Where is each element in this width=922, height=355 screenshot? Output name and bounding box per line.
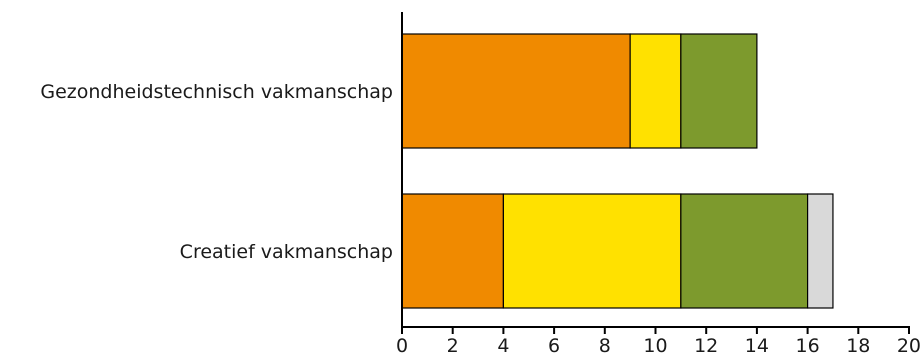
category-labels: Gezondheidstechnisch vakmanschap Creatief… bbox=[40, 81, 393, 263]
x-tick-label-7: 14 bbox=[745, 335, 769, 355]
x-tick-label-9: 18 bbox=[846, 335, 870, 355]
x-tick-label-1: 2 bbox=[447, 335, 459, 355]
bar-segment-2-4 bbox=[806, 193, 834, 309]
bar-segment-1-3 bbox=[680, 33, 758, 149]
x-tick-label-5: 10 bbox=[643, 335, 667, 355]
bar-segment-1-1 bbox=[401, 33, 631, 149]
bar-segment-2-3 bbox=[680, 193, 809, 309]
x-tick-label-10: 20 bbox=[897, 335, 921, 355]
x-tick-label-8: 16 bbox=[796, 335, 820, 355]
x-tick-label-4: 8 bbox=[599, 335, 611, 355]
x-tick-label-6: 12 bbox=[694, 335, 718, 355]
bars-layer bbox=[401, 33, 834, 309]
x-tick-label-0: 0 bbox=[396, 335, 408, 355]
bar-segment-2-1 bbox=[401, 193, 505, 309]
category-label-1: Gezondheidstechnisch vakmanschap bbox=[40, 81, 393, 103]
x-tick-label-3: 6 bbox=[548, 335, 560, 355]
bar-segment-2-2 bbox=[502, 193, 682, 309]
category-label-2: Creatief vakmanschap bbox=[180, 241, 393, 263]
bar-segment-1-2 bbox=[629, 33, 682, 149]
x-axis-ticks: 0 2 4 6 8 10 12 14 16 18 20 bbox=[396, 327, 921, 355]
x-tick-label-2: 4 bbox=[497, 335, 509, 355]
